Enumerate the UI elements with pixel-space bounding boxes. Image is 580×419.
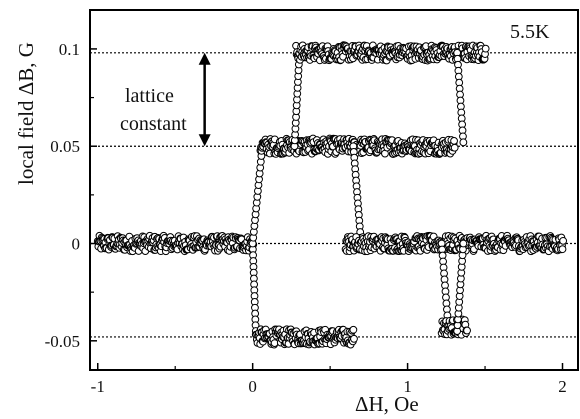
lattice-label-line1: lattice: [125, 85, 174, 107]
data-point: [450, 143, 459, 152]
x-ticks: -1 0 1 2: [91, 363, 567, 396]
data-point: [463, 326, 471, 335]
data-point: [450, 136, 458, 145]
data-point: [559, 236, 568, 245]
y-ticks: -0.05 0 0.05 0.1: [45, 40, 97, 351]
x-tick-label: -1: [91, 377, 105, 396]
arrow-head-up: [198, 52, 211, 65]
data-point: [349, 325, 358, 334]
data-point: [459, 239, 468, 248]
lattice-constant-annotation: lattice constant: [120, 52, 211, 147]
lattice-label-line2: constant: [120, 113, 187, 135]
data-point: [459, 138, 468, 147]
data-point: [481, 44, 490, 53]
arrow-head-down: [198, 134, 211, 147]
x-tick-label: 0: [248, 377, 257, 396]
double-arrow-icon: [198, 52, 211, 147]
plot-frame: [89, 9, 579, 371]
data-points: [93, 41, 568, 349]
temperature-label: 5.5K: [510, 21, 550, 43]
y-tick-label: -0.05: [45, 332, 80, 351]
data-point: [558, 245, 567, 254]
y-tick-label: 0.1: [59, 40, 80, 59]
x-tick-label: 1: [403, 377, 412, 396]
y-tick-label: 0: [72, 235, 81, 254]
data-point: [350, 334, 358, 343]
y-axis-title: local field ΔB, G: [14, 42, 38, 185]
x-axis-title: ΔH, Oe: [355, 392, 419, 416]
y-tick-label: 0.05: [50, 137, 80, 156]
x-tick-label: 2: [558, 377, 567, 396]
